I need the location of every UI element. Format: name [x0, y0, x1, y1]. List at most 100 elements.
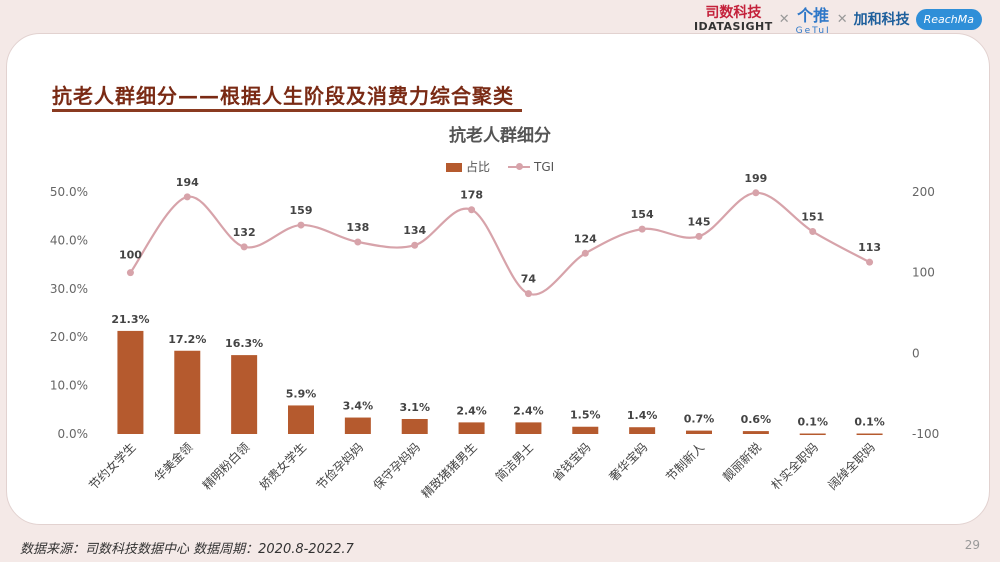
bar	[629, 427, 656, 434]
bar-data-label: 16.3%	[225, 337, 263, 350]
tgi-data-label: 151	[801, 211, 824, 224]
tgi-point	[468, 206, 476, 214]
bar-data-label: 17.2%	[168, 333, 206, 346]
times-icon: ✕	[836, 11, 848, 27]
tgi-data-label: 134	[403, 224, 426, 237]
y-right-tick-label: 100	[912, 266, 935, 280]
bar	[458, 422, 485, 434]
tgi-point	[809, 228, 817, 236]
x-tick-label: 节约女学生	[86, 440, 139, 493]
bar	[856, 433, 883, 436]
tgi-point	[581, 249, 589, 257]
x-tick-label: 靓丽新锐	[719, 440, 764, 485]
tgi-point	[297, 221, 305, 229]
tgi-data-label: 194	[176, 176, 199, 189]
y-left-tick-label: 50.0%	[50, 185, 88, 199]
title-underline	[52, 109, 522, 112]
y-left-tick-label: 10.0%	[50, 379, 88, 393]
legend-item-line: TGI	[508, 160, 554, 174]
tgi-point	[354, 238, 362, 246]
bar-data-label: 21.3%	[111, 313, 149, 326]
bar-data-label: 1.4%	[627, 409, 658, 422]
legend-item-bar: 占比	[446, 158, 490, 175]
idatasight-logo: 司数科技 IDATASIGHT	[693, 4, 773, 33]
bar-data-label: 1.5%	[570, 409, 601, 422]
bar-data-label: 2.4%	[456, 404, 487, 417]
bar-data-label: 2.4%	[513, 404, 544, 417]
jiahe-logo: 加和科技	[853, 12, 910, 28]
bar-swatch	[446, 163, 462, 172]
tgi-line	[129, 191, 871, 296]
tgi-line-series: 100 194 132 159 138 134 178 74 124 154 145 199 151 11…	[119, 172, 881, 298]
x-tick-label: 华美金领	[151, 440, 196, 485]
chart-title: 抗老人群细分	[449, 126, 551, 146]
bar	[572, 426, 599, 434]
x-tick-label: 阔绰全职妈	[825, 440, 878, 493]
tgi-point	[695, 232, 703, 240]
y-axis-left: 0.0% 10.0% 20.0% 30.0% 40.0% 50.0%	[50, 185, 88, 441]
page-number: 29	[964, 538, 980, 552]
tgi-data-label: 159	[290, 204, 313, 217]
bar	[231, 355, 258, 434]
bar	[799, 433, 826, 436]
tgi-point	[126, 269, 134, 277]
bar-data-label: 0.6%	[741, 413, 772, 426]
tgi-point	[524, 290, 532, 298]
tgi-data-label: 145	[688, 215, 711, 228]
times-icon: ✕	[778, 11, 790, 27]
chart-legend: 占比 TGI	[446, 158, 554, 175]
tgi-data-label: 199	[744, 172, 767, 185]
bar	[515, 422, 542, 434]
getui-logo: 个推 GeTuI	[795, 6, 831, 36]
y-axis-right: -100 0 100 200	[912, 185, 939, 441]
tgi-data-label: 74	[521, 273, 537, 286]
bar	[686, 430, 712, 434]
tgi-point	[638, 225, 646, 233]
header-logos: 司数科技 IDATASIGHT ✕ 个推 GeTuI ✕ 加和科技 ReachM…	[693, 4, 982, 36]
data-source: 数据来源：司数科技数据中心 数据周期：2020.8-2022.7	[20, 542, 354, 557]
y-left-tick-label: 40.0%	[50, 233, 88, 247]
y-left-tick-label: 30.0%	[50, 282, 88, 296]
tgi-point	[411, 241, 419, 249]
x-tick-label: 奢华宝妈	[606, 440, 650, 484]
x-tick-label: 节俭孕妈妈	[313, 440, 366, 493]
bar-data-label: 5.9%	[286, 387, 317, 400]
bar	[742, 431, 769, 434]
tgi-data-label: 100	[119, 249, 142, 262]
tgi-point	[240, 243, 248, 251]
bar	[288, 405, 314, 434]
x-tick-label: 简洁男士	[493, 440, 537, 484]
y-left-tick-label: 20.0%	[50, 330, 88, 344]
bar-data-label: 3.4%	[343, 400, 374, 413]
y-left-tick-label: 0.0%	[58, 427, 89, 441]
line-swatch	[508, 163, 531, 170]
x-tick-label: 朴实全职妈	[768, 440, 821, 493]
tgi-data-label: 113	[858, 241, 881, 254]
tgi-point	[866, 258, 874, 266]
bar-data-label: 0.1%	[854, 416, 885, 429]
tgi-data-label: 138	[346, 221, 369, 234]
x-tick-label: 保守孕妈妈	[370, 440, 422, 492]
x-tick-label: 精致猪猪男生	[419, 440, 480, 501]
bar	[174, 350, 201, 434]
slide-title: 抗老人群细分——根据人生阶段及消费力综合聚类	[52, 84, 514, 108]
x-tick-label: 娇贵女学生	[256, 440, 309, 493]
x-axis-labels: 节约女学生 华美金领 精明粉白领 娇贵女学生 节俭孕妈妈 保守孕妈妈精致猪猪男生 简洁男士省…	[86, 440, 878, 502]
bar-series: 21.3% 17.2% 16.3% 5.9% 3.4% 3.1% 2.4% 2.4% 1.5% 1…	[111, 313, 885, 436]
bar	[401, 418, 428, 434]
tgi-data-label: 178	[460, 189, 483, 202]
bar-data-label: 0.1%	[797, 416, 828, 429]
y-right-tick-label: 200	[912, 185, 935, 199]
tgi-data-label: 154	[631, 208, 654, 221]
bar	[117, 330, 144, 434]
bar	[344, 417, 371, 434]
tgi-data-label: 132	[233, 226, 256, 239]
x-tick-label: 精明粉白领	[199, 440, 252, 493]
y-right-tick-label: -100	[912, 427, 939, 441]
bar-data-label: 3.1%	[399, 401, 430, 414]
tgi-point	[183, 193, 191, 201]
reachmax-logo: ReachMa	[915, 8, 982, 30]
tgi-point	[752, 189, 760, 197]
x-tick-label: 省钱宝妈	[549, 440, 594, 485]
